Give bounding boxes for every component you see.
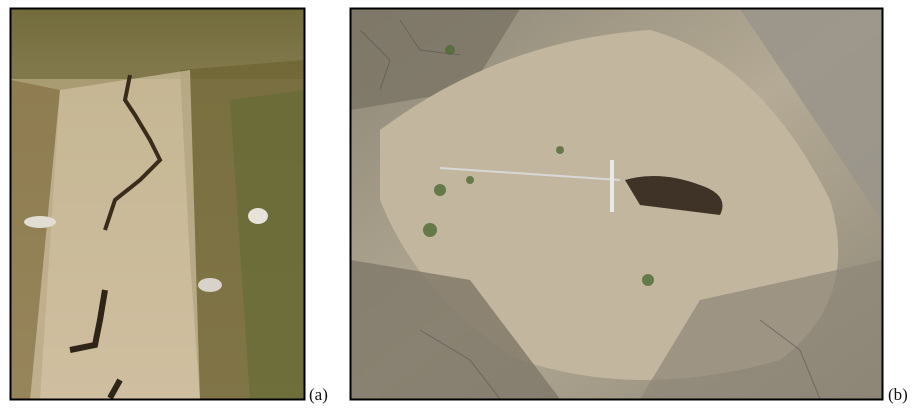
panel-label: (a) — [309, 385, 328, 404]
photo-b — [351, 9, 882, 399]
figure: (a) (b) — [0, 0, 924, 410]
photo-a — [11, 9, 304, 400]
panel-label: (b) — [888, 385, 908, 404]
